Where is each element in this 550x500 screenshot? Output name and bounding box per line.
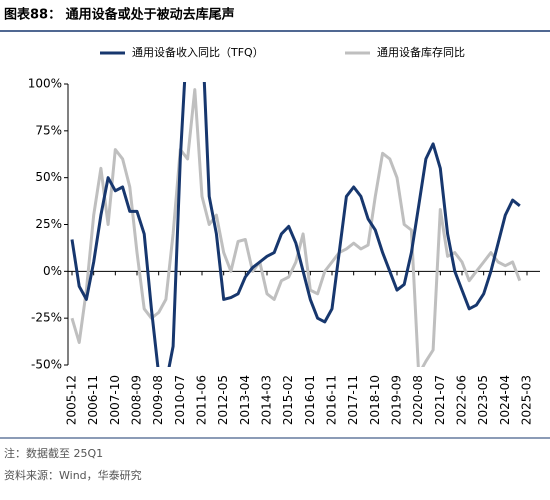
x-tick-label: 2012-05 bbox=[216, 375, 230, 425]
series-line bbox=[70, 88, 522, 367]
x-tick-label: 2005-12 bbox=[65, 375, 79, 425]
plot-area bbox=[70, 82, 522, 367]
x-tick-label: 2014-03 bbox=[260, 375, 274, 425]
legend-label: 通用设备库存同比 bbox=[377, 45, 465, 59]
footnote: 资料来源：Wind，华泰研究 bbox=[4, 468, 142, 482]
x-tick-label: 2020-08 bbox=[411, 375, 425, 425]
legend-label: 通用设备收入同比（TFQ） bbox=[132, 45, 264, 59]
x-tick-label: 2009-08 bbox=[151, 375, 165, 425]
y-tick-label: -50% bbox=[31, 358, 62, 372]
x-tick-label: 2023-05 bbox=[476, 375, 490, 425]
y-tick-label: 50% bbox=[35, 170, 62, 184]
x-tick-label: 2016-11 bbox=[325, 375, 339, 425]
x-tick-label: 2018-10 bbox=[368, 375, 382, 425]
chart-title: 图表88： 通用设备或处于被动去库尾声 bbox=[4, 7, 235, 23]
x-tick-label: 2019-09 bbox=[390, 375, 404, 425]
x-tick-label: 2008-09 bbox=[130, 375, 144, 425]
y-tick-label: 75% bbox=[35, 123, 62, 137]
y-tick-label: -25% bbox=[31, 311, 62, 325]
x-tick-label: 2021-07 bbox=[433, 375, 447, 425]
y-tick-label: 25% bbox=[35, 217, 62, 231]
x-tick-label: 2011-06 bbox=[195, 375, 209, 425]
series-line bbox=[70, 82, 521, 367]
x-tick-label: 2017-11 bbox=[346, 375, 360, 425]
x-tick-label: 2006-11 bbox=[86, 375, 100, 425]
x-tick-label: 2025-03 bbox=[520, 375, 534, 425]
x-tick-label: 2007-10 bbox=[108, 375, 122, 425]
x-tick-label: 2022-06 bbox=[455, 375, 469, 425]
x-tick-label: 2015-02 bbox=[281, 375, 295, 425]
footnote: 注：数据截至 25Q1 bbox=[4, 446, 103, 460]
y-tick-label: 0% bbox=[43, 264, 62, 278]
y-tick-label: 100% bbox=[28, 77, 62, 91]
x-tick-label: 2024-04 bbox=[498, 375, 512, 425]
x-tick-label: 2013-04 bbox=[238, 375, 252, 425]
x-tick-label: 2010-07 bbox=[173, 375, 187, 425]
x-tick-label: 2016-01 bbox=[303, 375, 317, 425]
